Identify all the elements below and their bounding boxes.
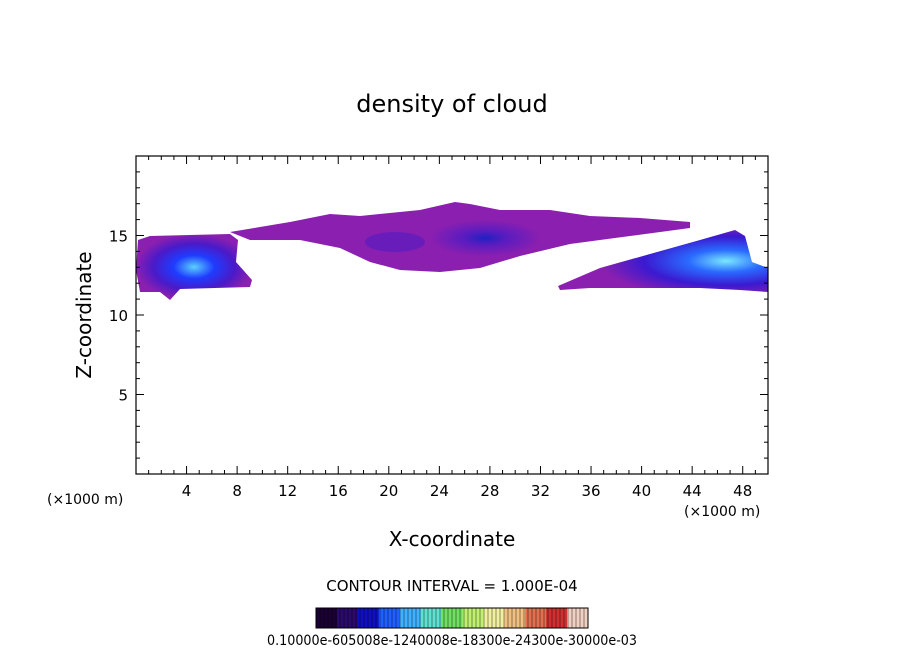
x-tick-label: 48 [733,482,752,500]
x-tick-label: 20 [379,482,398,500]
colorbar-swatch [357,608,380,628]
y-axis-label: Z-coordinate [72,251,96,378]
colorbar-swatch [316,608,338,628]
y-tick-label: 15 [109,228,128,246]
x-tick-label: 4 [182,482,192,500]
y-tick-label: 10 [109,307,128,325]
x-tick-label: 16 [329,482,348,500]
colorbar-labels: 0.10000e-605008e-1240008e-18300e-24300e-… [267,633,637,649]
chart-title: density of cloud [356,90,547,118]
y-tick-label: 5 [118,387,128,405]
x-tick-label: 32 [531,482,550,500]
colorbar-swatch [504,608,526,628]
colorbar-frame [315,607,589,629]
colorbar-swatch [420,608,443,628]
contour-interval-label: CONTOUR INTERVAL = 1.000E-04 [326,577,577,595]
y-axis: 5 10 15 [109,171,768,459]
colorbar-swatch [336,608,359,628]
colorbar-swatch [378,608,401,628]
colorbar-swatch [483,608,505,628]
x-axis: 4 8 12 16 20 24 28 32 36 40 44 48 [148,156,756,500]
colorbar-swatch [399,608,422,628]
x-tick-label: 12 [278,482,297,500]
cloud-right [558,230,768,292]
colorbar [315,607,589,629]
x-tick-label: 24 [430,482,449,500]
colorbar-swatch [567,608,589,628]
x-tick-label: 40 [632,482,651,500]
colorbar-swatch [546,608,568,628]
x-tick-label: 44 [683,482,702,500]
cloud-density-field [136,202,768,300]
x-axis-label: X-coordinate [389,527,516,551]
cloud-upper-core-2 [365,232,425,252]
x-tick-label: 36 [581,482,600,500]
x-tick-label: 8 [232,482,242,500]
cloud-upper-core [430,220,540,256]
x-unit-right: (×1000 m) [684,504,760,520]
x-unit-left: (×1000 m) [47,492,123,508]
colorbar-swatch [462,608,484,628]
cloud-left [136,234,252,300]
x-tick-label: 28 [480,482,499,500]
